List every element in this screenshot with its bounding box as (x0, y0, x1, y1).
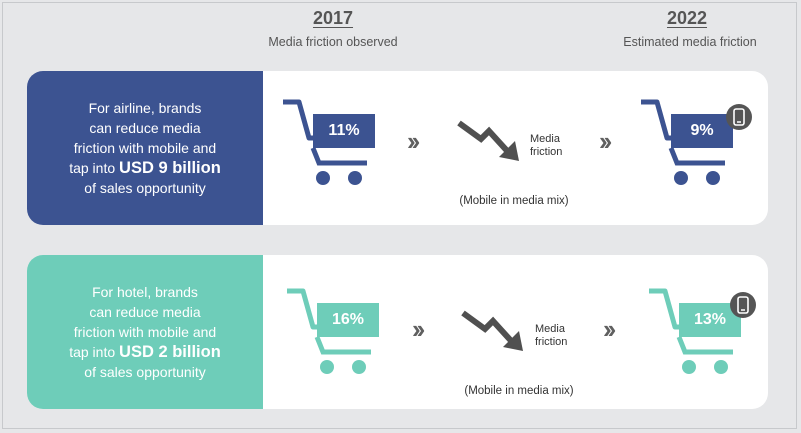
shopping-cart-icon: 16% (283, 285, 383, 380)
airline-friction-label-2: friction (530, 146, 563, 158)
year-2022: 2022 (666, 8, 708, 28)
infographic-frame (2, 2, 797, 429)
airline-mix-label: (Mobile in media mix) (459, 195, 569, 207)
airline-friction-label: Media friction (530, 133, 562, 159)
hotel-pct-2017: 16% (331, 311, 365, 328)
double-chevron-right-icon: ›› (412, 314, 425, 344)
shopping-cart-icon: 9% (637, 96, 737, 191)
airline-friction-label-1: Media (530, 133, 560, 145)
mobile-phone-icon (726, 104, 752, 130)
hotel-row: For hotel, brands can reduce media frict… (27, 255, 768, 409)
hotel-friction-label: Media friction (535, 323, 567, 349)
hotel-description: For hotel, brands can reduce media frict… (27, 255, 263, 409)
double-chevron-right-icon: ›› (603, 314, 616, 344)
mobile-phone-icon (730, 292, 756, 318)
airline-row: For airline, brands can reduce media fri… (27, 71, 768, 225)
hotel-mix-label: (Mobile in media mix) (464, 385, 574, 397)
airline-usd-amount: USD 9 billion (119, 159, 221, 177)
airline-line-5: of sales opportunity (84, 180, 206, 196)
airline-line-2: can reduce media (89, 120, 201, 136)
hotel-line-1: For hotel, brands (92, 284, 198, 300)
hotel-line-5: of sales opportunity (84, 364, 206, 380)
airline-pct-2022: 9% (690, 122, 714, 139)
hotel-usd-amount: USD 2 billion (119, 343, 221, 361)
shopping-cart-icon: 13% (645, 285, 745, 380)
trend-down-arrow-icon (457, 120, 519, 161)
shopping-cart-icon: 11% (279, 96, 379, 191)
year-2017: 2017 (312, 8, 354, 28)
airline-line-4-prefix: tap into (69, 160, 120, 176)
airline-line-1: For airline, brands (88, 100, 202, 116)
trend-down-arrow-icon (461, 310, 523, 351)
hotel-line-2: can reduce media (89, 304, 201, 320)
hotel-friction-label-2: friction (535, 336, 568, 348)
hotel-line-4-prefix: tap into (69, 344, 120, 360)
airline-line-3: friction with mobile and (73, 140, 217, 156)
double-chevron-right-icon: ›› (599, 126, 612, 156)
year-2017-subtitle: Media friction observed (268, 35, 398, 49)
hotel-line-3: friction with mobile and (73, 324, 217, 340)
hotel-friction-label-1: Media (535, 323, 565, 335)
year-2022-subtitle: Estimated media friction (623, 35, 757, 49)
double-chevron-right-icon: ›› (407, 126, 420, 156)
airline-description: For airline, brands can reduce media fri… (27, 71, 263, 225)
airline-pct-2017: 11% (328, 122, 360, 139)
hotel-pct-2022: 13% (693, 311, 727, 328)
